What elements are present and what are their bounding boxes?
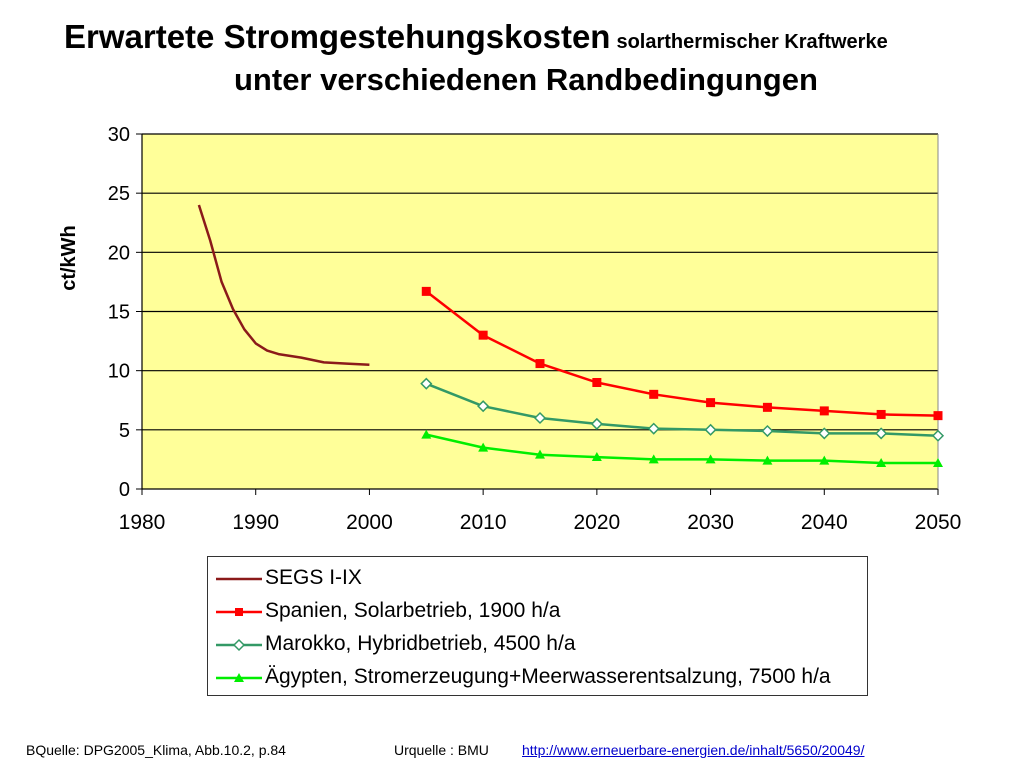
x-tick-label: 2030 bbox=[687, 511, 734, 534]
x-tick-label: 1990 bbox=[232, 511, 279, 534]
data-point-triangle bbox=[819, 455, 830, 465]
data-point-triangle bbox=[648, 454, 659, 464]
data-point-diamond bbox=[704, 423, 717, 436]
legend-item-spanien: Spanien, Solarbetrieb, 1900 h/a bbox=[208, 598, 863, 624]
data-point-triangle bbox=[876, 457, 887, 467]
legend-symbol-marokko bbox=[216, 638, 262, 652]
y-axis-label: ct/kWh bbox=[58, 225, 80, 291]
x-tick-label: 2020 bbox=[573, 511, 620, 534]
data-point-diamond bbox=[931, 429, 945, 442]
x-tick-label: 2000 bbox=[346, 511, 393, 534]
title-line-1: Erwartete Stromgestehungskosten solarther… bbox=[64, 18, 888, 56]
y-tick-label: 5 bbox=[119, 420, 130, 442]
y-tick-label: 30 bbox=[108, 124, 130, 146]
data-point-triangle bbox=[421, 429, 432, 439]
data-point-triangle bbox=[933, 457, 943, 467]
title-line-2: unter verschiedenen Randbedingungen bbox=[234, 62, 818, 97]
legend-label-marokko: Marokko, Hybridbetrieb, 4500 h/a bbox=[265, 632, 576, 655]
title-subtitle: solarthermischer Kraftwerke bbox=[616, 31, 888, 53]
x-tick-label: 1980 bbox=[119, 511, 166, 534]
legend-symbol-spanien bbox=[216, 608, 262, 616]
series-line-2 bbox=[425, 382, 939, 438]
data-point-triangle bbox=[535, 449, 545, 459]
series-line-1 bbox=[425, 290, 939, 417]
data-point-diamond bbox=[647, 422, 660, 435]
data-point-square bbox=[421, 286, 431, 296]
legend-symbol-aegypten bbox=[216, 673, 262, 682]
data-point-triangle bbox=[705, 454, 716, 464]
data-point-diamond bbox=[533, 411, 547, 425]
legend-item-marokko: Marokko, Hybridbetrieb, 4500 h/a bbox=[208, 631, 863, 657]
data-point-triangle bbox=[591, 452, 602, 462]
data-point-square bbox=[762, 402, 772, 412]
x-tick-label: 2040 bbox=[801, 511, 848, 534]
data-point-square bbox=[706, 398, 716, 408]
legend-label-aegypten: Ägypten, Stromerzeugung+Meerwasserentsal… bbox=[265, 665, 831, 688]
series-line-0 bbox=[197, 204, 370, 367]
data-point-diamond bbox=[761, 424, 774, 438]
data-point-square bbox=[592, 378, 602, 387]
data-point-diamond bbox=[477, 400, 490, 413]
data-point-square bbox=[649, 389, 659, 399]
line-chart: 0 5 10 15 20 25 30 1980 1990 2000 2010 2020 2030 2040… bbox=[58, 124, 962, 534]
data-point-diamond bbox=[875, 427, 888, 440]
y-tick-label: 15 bbox=[108, 302, 130, 324]
footer-source-link[interactable]: http://www.erneuerbare-energien.de/inhal… bbox=[522, 742, 865, 758]
data-point-triangle bbox=[478, 442, 489, 452]
data-point-diamond bbox=[420, 377, 433, 390]
legend-label-segs: SEGS I-IX bbox=[265, 566, 362, 589]
data-point-diamond bbox=[818, 427, 831, 440]
y-tick-label: 20 bbox=[108, 242, 130, 264]
data-point-square bbox=[933, 411, 943, 421]
y-tick-label: 10 bbox=[108, 361, 130, 383]
legend-label-spanien: Spanien, Solarbetrieb, 1900 h/a bbox=[265, 599, 561, 622]
y-tick-label: 25 bbox=[108, 183, 130, 205]
x-tick-label: 2050 bbox=[915, 511, 962, 534]
x-tick-label: 2010 bbox=[460, 511, 507, 534]
chart-legend: SEGS I-IX Spanien, Solarbetrieb, 1900 h/… bbox=[207, 556, 868, 696]
title-main: Erwartete Stromgestehungskosten bbox=[64, 18, 611, 55]
series-line-3 bbox=[426, 433, 938, 465]
legend-item-segs: SEGS I-IX bbox=[208, 565, 863, 591]
data-point-square bbox=[535, 359, 545, 369]
y-tick-label: 0 bbox=[119, 479, 130, 501]
data-point-diamond bbox=[590, 417, 603, 430]
legend-item-aegypten: Ägypten, Stromerzeugung+Meerwasserentsal… bbox=[208, 664, 863, 690]
legend-symbol-segs bbox=[216, 577, 262, 581]
data-point-square bbox=[876, 409, 886, 419]
data-point-square bbox=[819, 406, 829, 416]
footer-source-1: BQuelle: DPG2005_Klima, Abb.10.2, p.84 bbox=[26, 742, 286, 758]
footer-source-2-label: Urquelle : BMU bbox=[394, 742, 489, 758]
data-point-square bbox=[478, 330, 488, 340]
data-point-triangle bbox=[762, 455, 773, 465]
